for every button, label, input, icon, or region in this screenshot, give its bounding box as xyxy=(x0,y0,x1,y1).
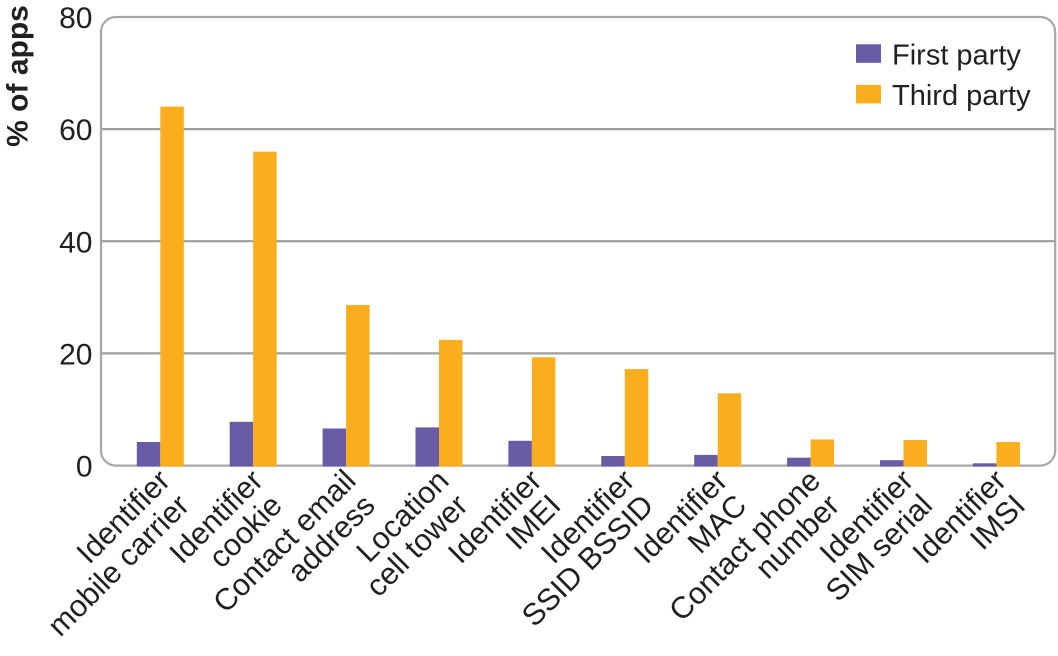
svg-text:20: 20 xyxy=(59,339,92,372)
svg-text:First party: First party xyxy=(892,40,1021,72)
svg-text:40: 40 xyxy=(59,226,92,259)
svg-text:Third party: Third party xyxy=(892,80,1031,112)
svg-text:0: 0 xyxy=(76,451,93,484)
svg-text:% of apps: % of apps xyxy=(2,5,35,147)
svg-text:60: 60 xyxy=(59,114,92,147)
svg-text:80: 80 xyxy=(59,2,92,35)
